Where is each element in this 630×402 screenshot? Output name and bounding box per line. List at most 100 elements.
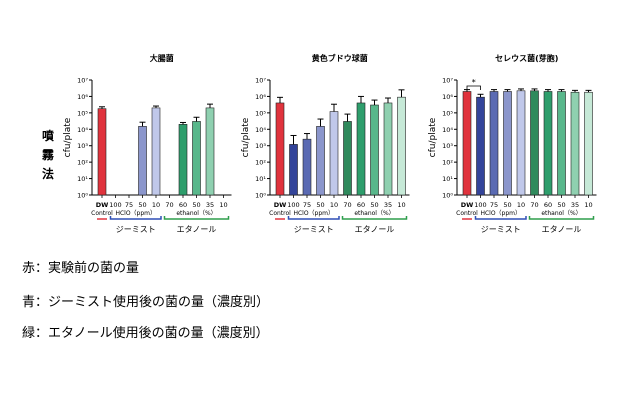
y-tick-label: 10³	[442, 142, 453, 150]
y-tick-label: 10⁰	[442, 192, 453, 200]
x-tick-label: 50	[316, 201, 324, 209]
x-tick-label: 35	[571, 201, 579, 209]
ethanol-label: ethanol（%）	[354, 210, 394, 217]
gmist-label: ジーミスト	[116, 225, 156, 234]
y-axis-label: cfu/plate	[241, 117, 251, 157]
method-label-char: 法	[41, 167, 54, 181]
hclo-bracket	[109, 216, 162, 220]
x-tick-label: 10	[152, 201, 160, 209]
bar	[302, 138, 312, 196]
bar	[192, 121, 201, 196]
x-tick-label: 100	[287, 201, 299, 209]
y-tick-label: 10³	[255, 142, 266, 150]
significance-marker: *	[472, 78, 476, 87]
ethanol-label: ethanol（%）	[541, 210, 581, 217]
x-tick-label: 35	[384, 201, 392, 209]
x-tick-label: 60	[179, 201, 187, 209]
y-tick-label: 10⁴	[442, 126, 453, 134]
y-tick-label: 10⁶	[77, 93, 88, 101]
ethanol-bracket	[341, 216, 408, 220]
bar	[570, 91, 580, 196]
y-tick-label: 10⁷	[255, 77, 266, 85]
ethanol-bracket	[163, 216, 230, 220]
x-tick-label: 10	[584, 201, 592, 209]
bar	[397, 96, 406, 196]
y-axis-label: cfu/plate	[63, 117, 73, 157]
chart-title: セレウス菌(芽胞)	[495, 53, 558, 63]
x-tick-label: 75	[303, 201, 311, 209]
bar	[138, 126, 147, 196]
bar	[178, 124, 188, 196]
y-tick-label: 10³	[77, 142, 88, 150]
bar	[370, 104, 379, 196]
bar	[476, 96, 485, 196]
x-tick-label: 50	[370, 201, 378, 209]
ethanol-jp-label: エタノール	[355, 225, 395, 234]
caption-green: 緑：エタノール使用後の菌の量（濃度別）	[22, 326, 269, 341]
bar	[383, 102, 393, 196]
control-label: Control	[91, 210, 113, 217]
y-tick-label: 10¹	[442, 175, 453, 183]
bar	[329, 111, 339, 196]
y-tick-label: 10²	[255, 159, 266, 167]
y-tick-label: 10⁶	[442, 93, 453, 101]
y-tick-label: 10⁰	[77, 192, 88, 200]
hclo-label: HClO（ppm）	[480, 210, 521, 217]
control-label: Control	[269, 210, 291, 217]
x-tick-label: 100	[109, 201, 121, 209]
x-tick-label: 70	[343, 201, 351, 209]
x-tick-label: 75	[125, 201, 133, 209]
significance-bracket	[466, 85, 481, 90]
y-tick-label: 10¹	[77, 175, 88, 183]
x-tick-label: 10	[219, 201, 227, 209]
x-tick-label: DW	[96, 201, 109, 209]
y-tick-label: 10²	[77, 159, 88, 167]
y-tick-label: 10⁷	[77, 77, 88, 85]
x-tick-label: DW	[274, 201, 287, 209]
bar	[489, 91, 499, 196]
bar	[97, 108, 107, 196]
bar	[543, 91, 553, 196]
x-tick-label: 50	[138, 201, 146, 209]
bar	[516, 90, 526, 196]
x-tick-label: 75	[490, 201, 498, 209]
y-tick-label: 10²	[442, 159, 453, 167]
x-tick-label: 10	[330, 201, 338, 209]
bar	[151, 107, 161, 196]
bar	[503, 91, 512, 196]
y-axis-label: cfu/plate	[428, 117, 438, 157]
bar	[462, 91, 472, 196]
x-tick-label: 10	[517, 201, 525, 209]
method-label-char: 霧	[41, 148, 54, 162]
hclo-bracket	[287, 216, 340, 220]
ethanol-jp-label: エタノール	[542, 225, 582, 234]
bar	[205, 107, 215, 196]
hclo-label: HClO（ppm）	[293, 210, 334, 217]
hclo-bracket	[474, 216, 527, 220]
y-tick-label: 10¹	[255, 175, 266, 183]
y-tick-label: 10⁵	[77, 109, 88, 117]
x-tick-label: 100	[474, 201, 486, 209]
x-tick-label: 50	[557, 201, 565, 209]
chart-title: 大腸菌	[150, 53, 174, 63]
bar	[584, 91, 593, 196]
method-label-char: 噴	[41, 129, 54, 143]
x-tick-label: 60	[544, 201, 552, 209]
x-tick-label: 50	[503, 201, 511, 209]
x-tick-label: 70	[530, 201, 538, 209]
control-label: Control	[456, 210, 478, 217]
x-tick-label: 35	[206, 201, 214, 209]
y-tick-label: 10⁴	[255, 126, 266, 134]
caption-red: 赤：実験前の菌の量	[22, 261, 140, 276]
ethanol-label: ethanol（%）	[176, 210, 216, 217]
bar	[289, 144, 298, 196]
x-tick-label: DW	[461, 201, 474, 209]
y-tick-label: 10⁵	[255, 109, 266, 117]
y-tick-label: 10⁷	[442, 77, 453, 85]
method-label: 噴 霧 法	[40, 127, 56, 184]
ethanol-bracket	[528, 216, 595, 220]
bar	[275, 102, 285, 196]
y-tick-label: 10⁵	[442, 109, 453, 117]
bar	[316, 126, 325, 196]
